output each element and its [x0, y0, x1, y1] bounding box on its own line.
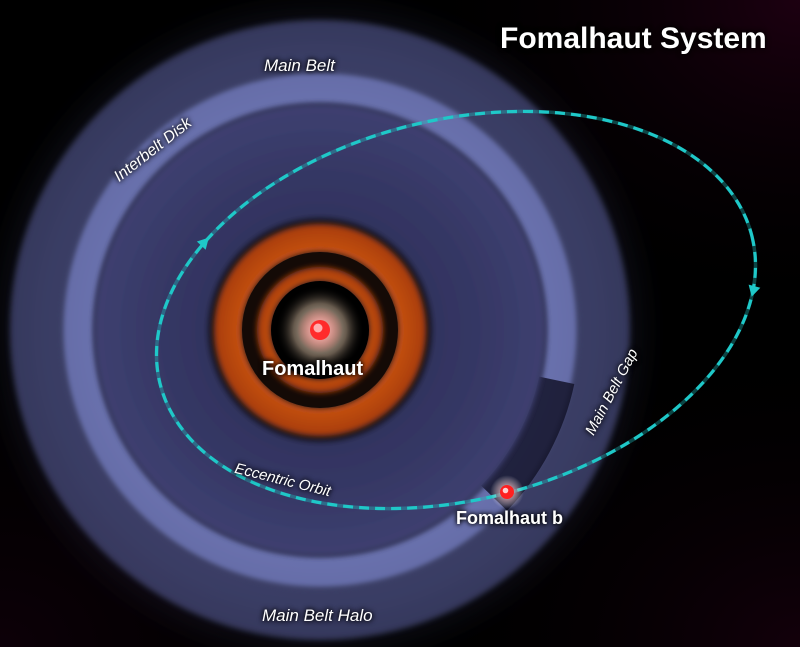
label-main-belt: Main Belt — [264, 56, 335, 76]
diagram-title: Fomalhaut System — [500, 22, 767, 56]
label-fomalhaut-b: Fomalhaut b — [456, 508, 563, 529]
diagram-stage: Main BeltInterbelt DiskFomalhautEccentri… — [0, 0, 800, 647]
label-main-belt-halo: Main Belt Halo — [262, 606, 373, 626]
eccentric-orbit — [114, 52, 798, 568]
fomalhaut-b-planet — [490, 475, 524, 509]
label-fomalhaut: Fomalhaut — [262, 358, 363, 381]
orbit-layer — [0, 0, 800, 647]
eccentric-orbit — [114, 52, 798, 568]
